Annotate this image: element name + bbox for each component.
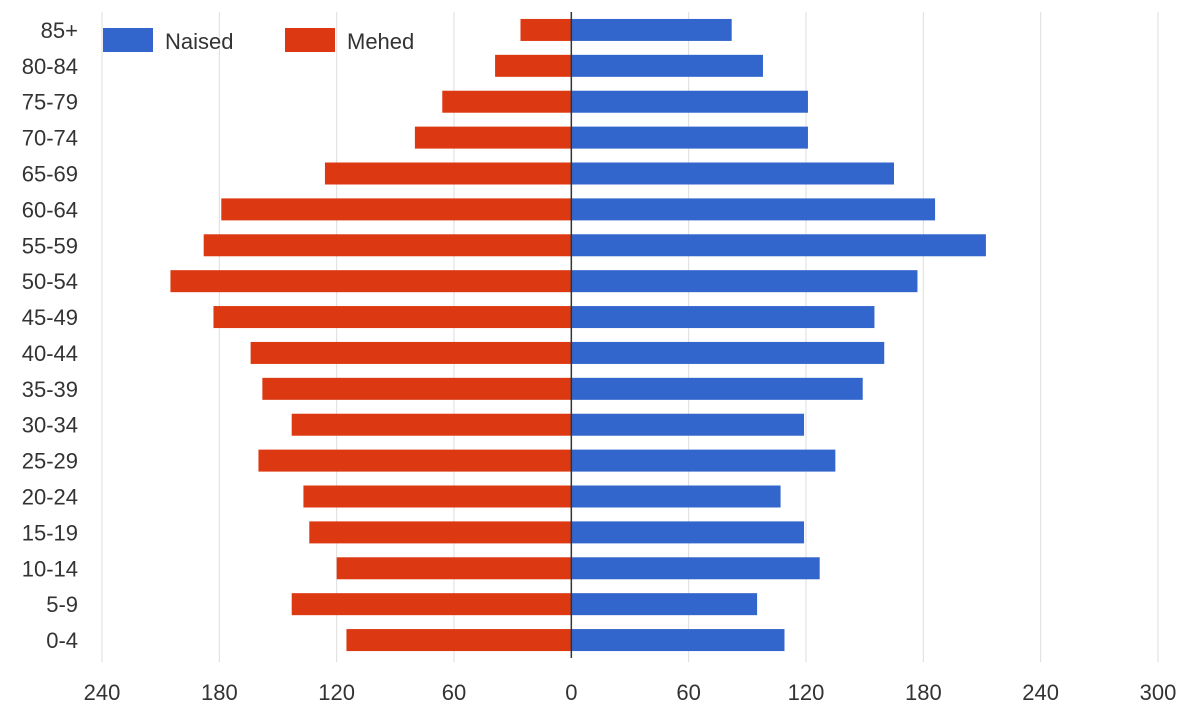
x-tick-label: 240	[1022, 680, 1059, 705]
bar-naised-55-59	[571, 234, 986, 257]
bar-mehed-55-59	[203, 234, 572, 257]
category-label: 10-14	[22, 556, 78, 581]
bar-naised-40-44	[571, 341, 885, 364]
bar-mehed-10-14	[336, 557, 572, 580]
bar-mehed-40-44	[250, 341, 572, 364]
bar-mehed-0-4	[346, 629, 572, 652]
category-label: 85+	[41, 18, 78, 43]
category-label: 50-54	[22, 269, 78, 294]
category-label: 80-84	[22, 54, 78, 79]
gridlines	[101, 12, 1159, 662]
legend-swatch-naised	[103, 28, 153, 52]
x-tick-label: 180	[201, 680, 238, 705]
bar-mehed-15-19	[309, 521, 572, 544]
legend: Naised Mehed	[103, 28, 414, 54]
category-label: 35-39	[22, 377, 78, 402]
category-label: 5-9	[46, 592, 78, 617]
x-tick-label: 180	[905, 680, 942, 705]
bar-mehed-20-24	[303, 485, 572, 508]
bar-mehed-25-29	[258, 449, 572, 472]
bar-mehed-30-34	[291, 413, 572, 436]
bar-naised-65-69	[571, 162, 894, 185]
bar-mehed-5-9	[291, 593, 572, 616]
legend-swatch-mehed	[285, 28, 335, 52]
bar-mehed-35-39	[262, 377, 572, 400]
bar-naised-70-74	[571, 126, 808, 149]
bar-naised-30-34	[571, 413, 805, 436]
bar-mehed-80-84	[495, 54, 572, 77]
category-labels: 85+ 80-84 75-79 70-74 65-69 60-64 55-59 50-54 45…	[22, 18, 78, 653]
x-tick-label: 300	[1140, 680, 1177, 705]
category-label: 75-79	[22, 90, 78, 115]
category-label: 70-74	[22, 126, 78, 151]
bar-mehed-85+	[520, 18, 572, 41]
category-label: 15-19	[22, 520, 78, 545]
bar-naised-20-24	[571, 485, 781, 508]
bar-naised-60-64	[571, 198, 936, 221]
x-tick-label: 60	[442, 680, 466, 705]
bars	[170, 18, 986, 652]
x-tick-label: 60	[676, 680, 700, 705]
bar-mehed-45-49	[213, 306, 572, 329]
x-tick-labels: 240 180 120 60 0 60 120 180 240 300	[84, 680, 1177, 705]
category-label: 30-34	[22, 413, 78, 438]
bar-mehed-70-74	[414, 126, 572, 149]
bar-mehed-65-69	[324, 162, 572, 185]
bar-naised-50-54	[571, 270, 918, 293]
x-tick-label: 0	[565, 680, 577, 705]
bar-naised-85+	[571, 18, 732, 41]
category-label: 45-49	[22, 305, 78, 330]
bar-naised-0-4	[571, 629, 785, 652]
bar-naised-10-14	[571, 557, 820, 580]
bar-naised-35-39	[571, 377, 863, 400]
bar-naised-25-29	[571, 449, 836, 472]
category-label: 40-44	[22, 341, 78, 366]
bar-mehed-60-64	[221, 198, 572, 221]
bar-naised-45-49	[571, 306, 875, 329]
bar-mehed-50-54	[170, 270, 572, 293]
bar-naised-80-84	[571, 54, 763, 77]
legend-label-naised: Naised	[165, 29, 233, 54]
bar-naised-15-19	[571, 521, 805, 544]
category-label: 0-4	[46, 628, 78, 653]
x-tick-label: 120	[788, 680, 825, 705]
legend-label-mehed: Mehed	[347, 29, 414, 54]
category-label: 20-24	[22, 485, 78, 510]
category-label: 25-29	[22, 449, 78, 474]
category-label: 65-69	[22, 162, 78, 187]
x-tick-label: 240	[84, 680, 121, 705]
x-tick-label: 120	[318, 680, 355, 705]
bar-naised-75-79	[571, 90, 808, 113]
bar-naised-5-9	[571, 593, 758, 616]
category-label: 60-64	[22, 197, 78, 222]
category-label: 55-59	[22, 233, 78, 258]
bar-mehed-75-79	[442, 90, 572, 113]
